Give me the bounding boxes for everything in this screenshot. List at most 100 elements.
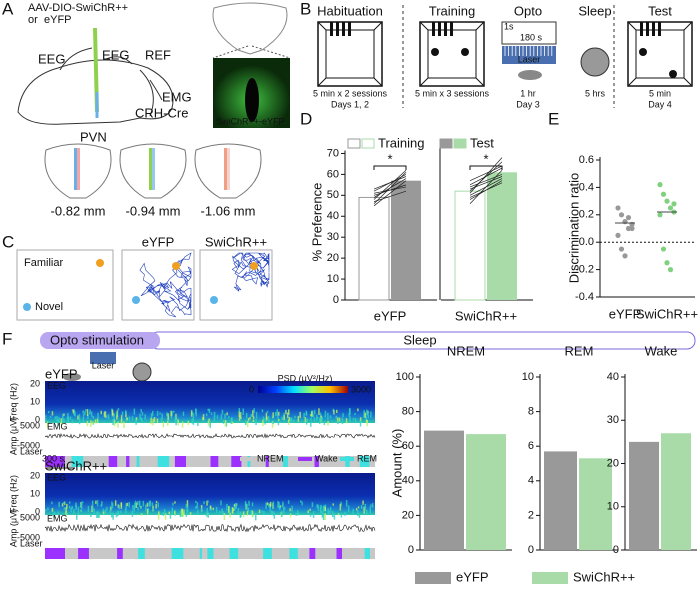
arena-edge [419, 21, 429, 31]
spectral-speck [359, 417, 362, 423]
spectral-speck [294, 415, 296, 418]
spectral-speck [281, 510, 283, 517]
spectral-speck [58, 501, 60, 508]
y-tick-label: 40 [327, 210, 339, 222]
spectral-speck [235, 503, 237, 509]
spectral-speck [82, 410, 84, 414]
spectral-speck [329, 507, 332, 513]
spectral-speck [336, 417, 339, 423]
spectral-speck [255, 513, 257, 521]
spectral-speck [239, 511, 242, 518]
spectral-speck [253, 408, 255, 413]
spectral-speck [134, 500, 137, 507]
spectral-speck [216, 415, 219, 419]
amp-tick: 5000 [20, 512, 40, 522]
spectral-speck [144, 414, 146, 420]
point [671, 201, 677, 207]
spectral-speck [262, 416, 265, 421]
spectral-speck [207, 420, 210, 427]
spectral-speck [152, 418, 154, 426]
spectral-speck [233, 504, 236, 507]
group-label: SwiChR++ [45, 458, 107, 473]
spectral-speck [333, 512, 336, 520]
control-label: eYFP [44, 14, 72, 26]
spectral-speck [110, 505, 112, 509]
spectral-speck [57, 511, 60, 515]
arena-edge [475, 77, 485, 87]
arena-edge [683, 21, 693, 31]
spectral-speck [309, 508, 311, 511]
bar [661, 433, 691, 550]
spectral-speck [224, 420, 227, 427]
y-tick-label: 10 [607, 501, 619, 513]
spectral-speck [101, 501, 103, 506]
spectral-speck [297, 415, 300, 422]
spectral-speck [197, 421, 199, 426]
spectral-speck [285, 409, 287, 415]
spectral-speck [45, 418, 47, 423]
coronal-section [212, 2, 288, 55]
spectral-speck [57, 419, 59, 427]
spectral-speck [347, 505, 350, 513]
spectral-speck [65, 507, 67, 515]
y-tick-label: 0 [333, 294, 339, 306]
spectral-speck [87, 505, 90, 513]
colorbar [258, 386, 348, 393]
spectral-speck [105, 415, 108, 418]
spectral-speck [264, 418, 266, 425]
panel-label: B [300, 0, 311, 18]
spectral-speck [322, 506, 325, 512]
spectral-speck [195, 409, 197, 412]
legend-swatch [453, 138, 467, 149]
placement [152, 148, 155, 190]
spectral-speck [238, 410, 240, 417]
y-tick-label: 0 [528, 544, 534, 556]
spectral-speck [160, 418, 163, 423]
spectral-speck [63, 418, 65, 423]
emg-label: EMG [47, 421, 68, 431]
spectral-speck [97, 511, 99, 518]
y-tick-label: 8 [528, 406, 534, 418]
y-tick-label: 0 [408, 544, 414, 556]
spectral-speck [279, 505, 282, 508]
spectral-speck [111, 513, 113, 518]
spectral-speck [327, 420, 329, 426]
freq-tick: 20 [30, 470, 40, 480]
spectral-speck [117, 510, 120, 515]
y-tick-label: 20 [607, 457, 619, 469]
spectral-speck [112, 419, 114, 425]
spectral-speck [61, 503, 64, 507]
spectral-speck [206, 500, 208, 506]
amp-tick: -5000 [17, 532, 40, 542]
spectral-speck [226, 412, 228, 416]
freq-tick: 20 [30, 378, 40, 388]
spectral-speck [189, 512, 192, 515]
spectral-speck [362, 500, 364, 505]
spectral-speck [213, 416, 216, 422]
spectral-speck [174, 501, 176, 504]
cue-stripe [640, 22, 643, 36]
freq-axis-label: Freq (Hz) [8, 383, 18, 421]
state-epoch [247, 456, 251, 467]
spectral-speck [149, 500, 152, 507]
spectral-speck [289, 513, 292, 518]
spectral-speck [115, 411, 118, 416]
brain-sagittal [17, 59, 174, 125]
spectral-speck [174, 416, 176, 423]
spectral-speck [266, 502, 269, 506]
amp-tick: 5000 [20, 420, 40, 430]
spectral-speck [310, 414, 312, 417]
spectral-speck [252, 416, 255, 419]
spectral-speck [207, 500, 209, 503]
spectral-speck [229, 512, 231, 518]
spectral-speck [77, 506, 80, 514]
spectral-speck [172, 502, 174, 506]
paired-line [469, 167, 503, 186]
spectral-speck [246, 504, 248, 510]
cue-stripe [658, 22, 661, 36]
spectral-speck [319, 417, 321, 424]
spectral-speck [333, 410, 335, 415]
spectral-speck [131, 510, 134, 517]
spectral-speck [218, 510, 221, 514]
spectral-speck [159, 412, 161, 415]
